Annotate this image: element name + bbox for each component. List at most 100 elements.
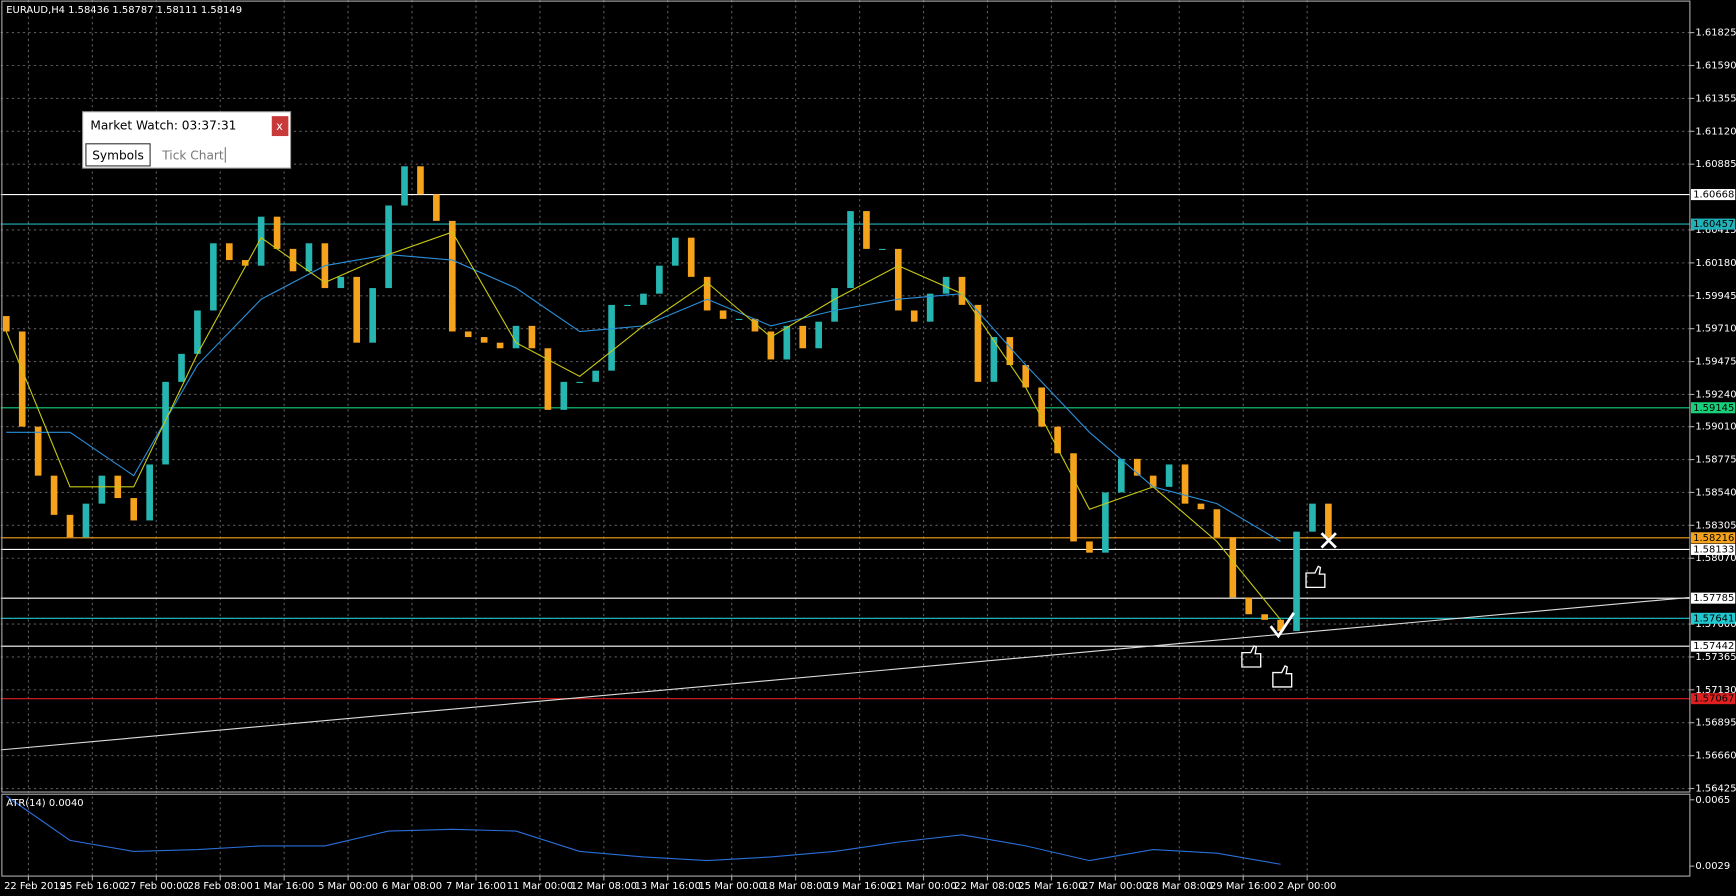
market-watch-window: Market Watch: 03:37:31 x Symbols Tick Ch… [82, 111, 292, 169]
x-tick-label: 7 Mar 16:00 [446, 881, 506, 892]
level-label-bg [1690, 218, 1736, 230]
candle [624, 304, 631, 306]
candle [241, 260, 249, 266]
y-tick-label: 1.60885 [1695, 159, 1736, 170]
candle [34, 426, 42, 476]
candle [2, 316, 10, 332]
plot [0, 166, 1690, 865]
candle [831, 288, 838, 322]
x-tick-label: 28 Mar 08:00 [1146, 881, 1212, 892]
x-tick-label: 5 Mar 00:00 [318, 881, 378, 892]
y-tick-label: 1.58070 [1695, 553, 1736, 564]
candle [703, 276, 711, 311]
y-tick-label: 1.59710 [1695, 324, 1736, 335]
level-label: 1.57442 [1693, 641, 1734, 652]
candle [799, 325, 807, 349]
candle [1293, 531, 1300, 632]
tab-symbols[interactable] [85, 143, 151, 167]
candle [210, 243, 217, 311]
y-tick-label: 1.59475 [1695, 357, 1736, 368]
candle [464, 331, 472, 338]
candle [18, 331, 26, 427]
y-tick-label: 1.57600 [1695, 619, 1736, 630]
candle [910, 310, 918, 322]
candle [480, 337, 488, 343]
candle [1086, 541, 1093, 553]
level-label-bg [1690, 592, 1736, 604]
candle [178, 353, 185, 382]
candle [560, 381, 568, 410]
candle [879, 248, 886, 250]
y-tick-label: 1.58540 [1695, 487, 1736, 498]
x-tick-label: 1 Mar 16:00 [254, 881, 314, 892]
candle [671, 237, 679, 266]
y-tick-label: 0.0029 [1695, 861, 1730, 872]
y-tick-label: 1.61825 [1695, 28, 1736, 39]
candle [50, 475, 58, 515]
x-tick-label: 12 Mar 08:00 [571, 881, 637, 892]
y-tick-label: 1.57365 [1695, 652, 1736, 663]
x-tick-label: 21 Mar 00:00 [890, 881, 956, 892]
candle [656, 265, 663, 294]
x-tick-label: 13 Mar 16:00 [635, 881, 701, 892]
candle [257, 216, 265, 266]
candle [1277, 619, 1284, 632]
candle [305, 243, 313, 272]
y-tick-label: 1.56425 [1695, 784, 1736, 795]
candle [576, 381, 584, 383]
level-label: 1.60457 [1693, 219, 1734, 230]
x-tick-label: 25 Feb 16:00 [60, 881, 125, 892]
tab-label[interactable]: Tick Chart [161, 148, 224, 162]
candle [815, 321, 822, 349]
candle [1022, 365, 1030, 388]
candle [942, 276, 950, 294]
candle [1245, 597, 1253, 615]
candle [608, 304, 615, 371]
x-tick-label: 22 Feb 2019 [4, 881, 66, 892]
candle [1038, 387, 1045, 427]
level-label: 1.59145 [1693, 403, 1734, 414]
atr-label: ATR(14) 0.0040 [6, 798, 83, 809]
x-tick-label: 18 Mar 08:00 [762, 881, 828, 892]
level-label-bg [1690, 612, 1736, 624]
candle [783, 325, 791, 360]
level-label-bg [1690, 693, 1736, 705]
candle [1197, 503, 1205, 510]
y-tick-label: 0.0065 [1695, 795, 1730, 806]
candle [1213, 509, 1221, 538]
candle [146, 464, 153, 521]
level-label-bg [1690, 640, 1736, 652]
candle [528, 325, 536, 349]
candle [353, 276, 361, 343]
x-tick-label: 25 Mar 16:00 [1018, 881, 1084, 892]
candle [767, 331, 775, 360]
indicator-line [5, 795, 1281, 865]
y-tick-label: 1.58775 [1695, 455, 1736, 466]
candle [894, 248, 902, 311]
y-tick-label: 1.60180 [1695, 258, 1736, 269]
candle [496, 342, 504, 349]
y-tick-label: 1.56660 [1695, 751, 1736, 762]
tab-label[interactable]: Symbols [92, 148, 144, 162]
y-tick-label: 1.61355 [1695, 93, 1736, 104]
level-label-bg [1690, 189, 1736, 201]
candle [719, 310, 727, 319]
y-tick-label: 1.59010 [1695, 422, 1736, 433]
close-button-label[interactable]: x [276, 120, 283, 133]
close-button[interactable] [271, 116, 289, 137]
symbol-header: EURAUD,H4 1.58436 1.58787 1.58111 1.5814… [6, 5, 242, 16]
candle [1006, 337, 1014, 366]
candle [369, 288, 376, 343]
x-tick-label: 27 Feb 00:00 [124, 881, 189, 892]
level-label: 1.57641 [1693, 613, 1734, 624]
level-label-bg [1690, 532, 1736, 544]
candle [225, 243, 233, 261]
candle [1165, 464, 1173, 487]
hand-icon [1272, 665, 1293, 688]
candle [1181, 464, 1189, 504]
candle [640, 293, 647, 305]
candle [592, 370, 599, 382]
candle [448, 220, 456, 332]
x-tick-label: 15 Mar 00:00 [699, 881, 765, 892]
